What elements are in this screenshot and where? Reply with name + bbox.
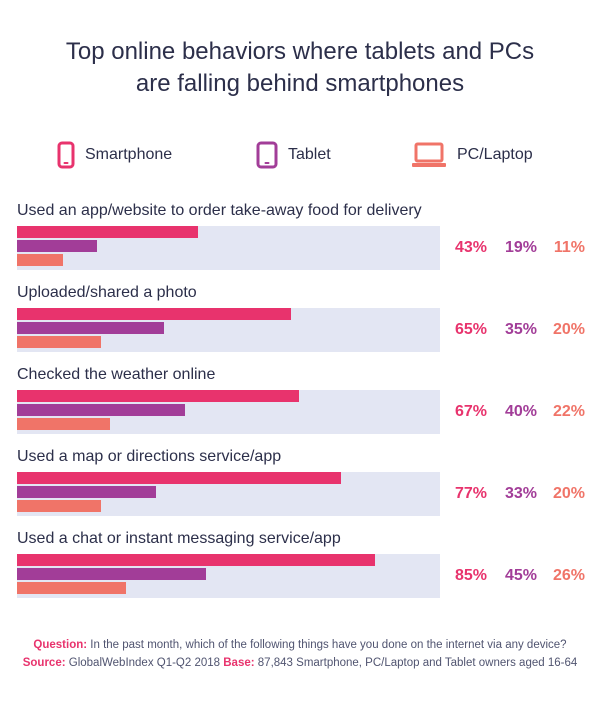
footer-question: Question: In the past month, which of th…: [0, 636, 600, 654]
value-label-smartphone: 43%: [454, 239, 487, 256]
bar-tablet: [17, 240, 97, 252]
category-label: Used a map or directions service/app: [17, 448, 282, 465]
bar-tablet: [17, 322, 165, 334]
chart-title-line-2: are falling behind smartphones: [135, 70, 465, 97]
value-label-tablet: 33%: [504, 485, 537, 502]
tablet-icon: [256, 141, 278, 169]
value-label-pc-laptop: 20%: [552, 485, 585, 502]
value-label-pc-laptop: 26%: [552, 567, 585, 584]
legend: Smartphone Tablet PC/Laptop: [0, 140, 600, 170]
category-label: Uploaded/shared a photo: [17, 284, 197, 301]
bar-pc-laptop: [17, 582, 127, 594]
value-label-pc-laptop: 11%: [553, 239, 585, 256]
base-label: Base:: [223, 657, 255, 669]
bar-smartphone: [17, 390, 300, 402]
value-label-smartphone: 65%: [454, 321, 487, 338]
value-label-tablet: 35%: [504, 321, 537, 338]
source-label: Source:: [22, 657, 66, 669]
chart-title-line-1: Top online behaviors where tablets and P…: [65, 38, 535, 65]
bar-tablet: [17, 404, 186, 416]
laptop-icon: [412, 142, 446, 167]
category-label: Checked the weather online: [17, 366, 216, 383]
question-label: Question:: [33, 639, 88, 651]
bar-tablet: [17, 568, 207, 580]
legend-item-tablet: Tablet: [256, 140, 331, 170]
value-label-pc-laptop: 20%: [552, 321, 585, 338]
legend-label-tablet: Tablet: [288, 146, 331, 163]
value-label-smartphone: 77%: [454, 485, 487, 502]
value-label-pc-laptop: 22%: [552, 403, 585, 420]
bar-smartphone: [17, 308, 291, 320]
value-label-tablet: 19%: [504, 239, 537, 256]
bar-pc-laptop: [17, 500, 102, 512]
bar-smartphone: [17, 554, 375, 566]
bar-pc-laptop: [17, 336, 102, 348]
legend-item-pc-laptop: PC/Laptop: [411, 140, 533, 170]
bar-pc-laptop: [17, 418, 110, 430]
question-text: In the past month, which of the followin…: [87, 639, 567, 651]
source-text: GlobalWebIndex Q1-Q2 2018: [65, 657, 224, 669]
footer: Question: In the past month, which of th…: [0, 636, 600, 672]
legend-label-pc-laptop: PC/Laptop: [457, 146, 533, 163]
legend-item-smartphone: Smartphone: [57, 140, 172, 170]
bar-pc-laptop: [17, 254, 64, 266]
bar-smartphone: [17, 226, 199, 238]
value-label-smartphone: 85%: [454, 567, 487, 584]
value-label-tablet: 45%: [504, 567, 537, 584]
category-label: Used an app/website to order take-away f…: [17, 202, 422, 219]
bar-smartphone: [17, 472, 342, 484]
value-label-tablet: 40%: [504, 403, 537, 420]
category-label: Used a chat or instant messaging service…: [17, 530, 341, 547]
base-text: 87,843 Smartphone, PC/Laptop and Tablet …: [254, 657, 578, 669]
footer-source: Source: GlobalWebIndex Q1-Q2 2018 Base: …: [0, 654, 600, 672]
bar-tablet: [17, 486, 156, 498]
legend-label-smartphone: Smartphone: [85, 146, 173, 163]
smartphone-icon: [57, 141, 75, 169]
value-label-smartphone: 67%: [454, 403, 487, 420]
chart-title: Top online behaviors where tablets and P…: [0, 36, 600, 100]
